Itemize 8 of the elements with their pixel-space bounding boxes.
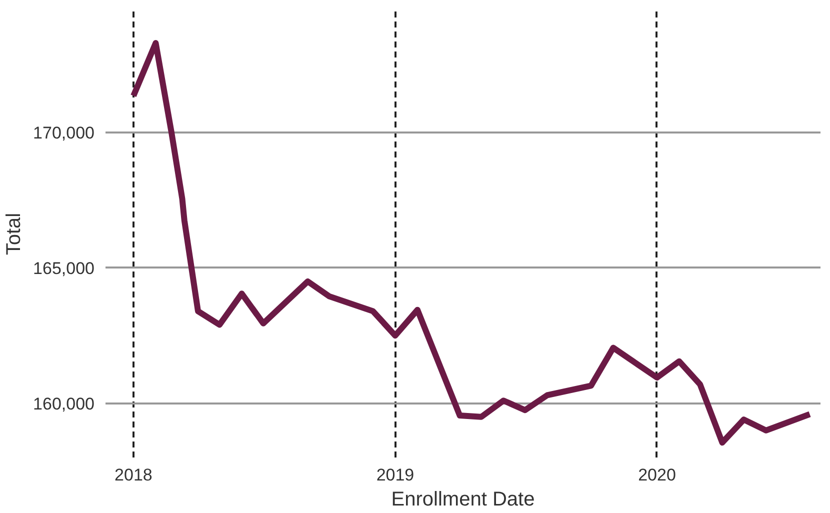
x-tick-label: 2019 [376,466,414,484]
y-tick-label: 160,000 [33,394,94,414]
y-tick-label: 170,000 [33,123,94,142]
y-tick-label: 165,000 [33,258,94,278]
x-axis-title: Enrollment Date [391,488,535,510]
y-axis-title: Total [3,212,26,256]
x-tick-label: 2018 [114,466,152,484]
x-tick-label: 2020 [638,466,676,484]
